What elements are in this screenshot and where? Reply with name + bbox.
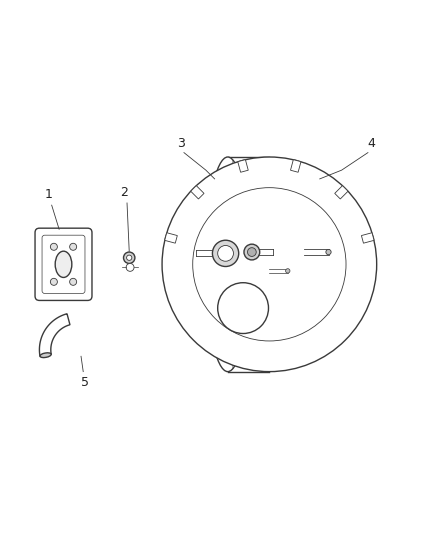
Polygon shape [335,185,348,199]
FancyBboxPatch shape [35,228,92,301]
Circle shape [212,240,239,266]
Circle shape [124,252,135,263]
Circle shape [193,188,346,341]
Circle shape [244,244,260,260]
Circle shape [162,157,377,372]
Text: 1: 1 [45,188,53,201]
Text: 3: 3 [177,138,185,150]
Polygon shape [290,160,301,172]
Circle shape [218,246,233,261]
Circle shape [70,243,77,251]
Text: 2: 2 [120,185,128,199]
Polygon shape [238,160,248,172]
Circle shape [50,243,57,251]
Circle shape [218,282,268,334]
Ellipse shape [40,353,51,358]
Text: 4: 4 [367,138,375,150]
Circle shape [70,278,77,285]
Text: 5: 5 [81,376,89,389]
Circle shape [286,269,290,273]
Polygon shape [39,314,70,356]
Circle shape [326,249,331,255]
Circle shape [127,255,132,260]
Circle shape [50,278,57,285]
Circle shape [126,263,134,271]
Ellipse shape [55,251,72,278]
Circle shape [247,248,256,256]
FancyBboxPatch shape [42,235,85,294]
Polygon shape [191,185,204,199]
Polygon shape [361,233,374,243]
Polygon shape [165,233,177,243]
Ellipse shape [206,157,250,372]
